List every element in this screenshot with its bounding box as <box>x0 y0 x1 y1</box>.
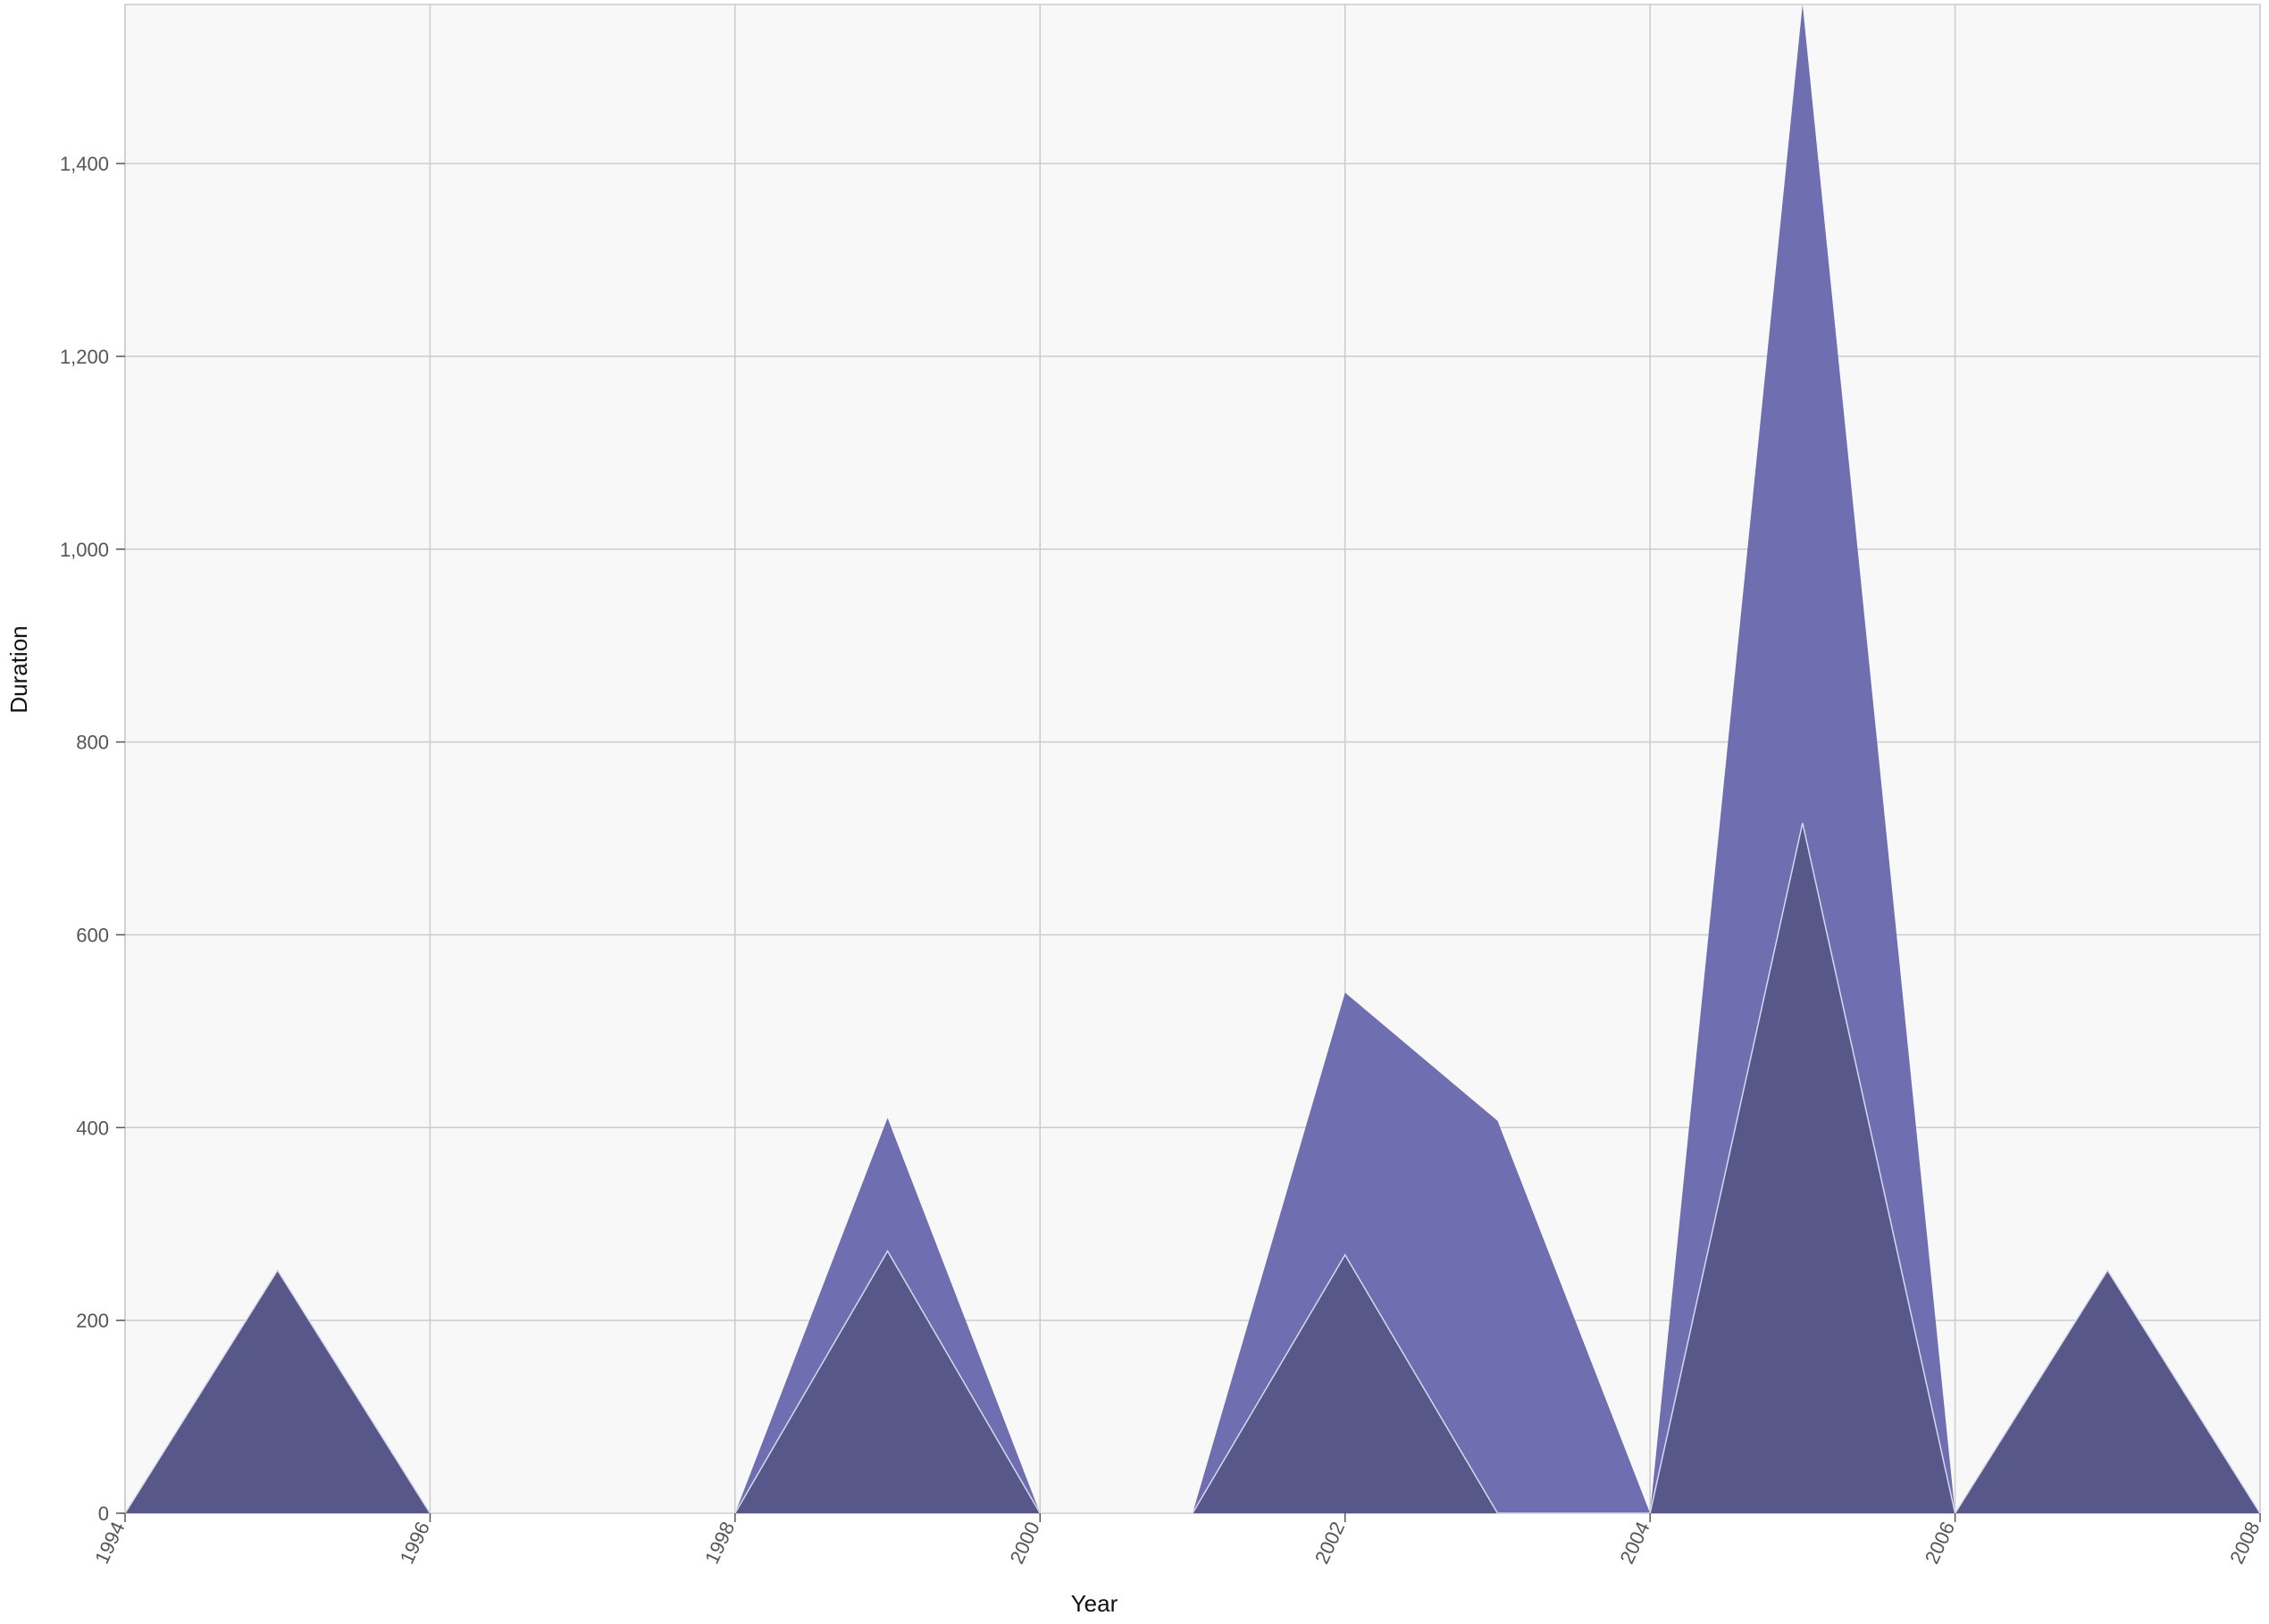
y-tick-label: 200 <box>76 1310 109 1332</box>
x-tick-label: 2004 <box>1615 1519 1654 1568</box>
x-tick-label: 1996 <box>396 1519 434 1568</box>
y-tick-label: 1,400 <box>60 153 109 175</box>
y-tick-label: 1,000 <box>60 539 109 561</box>
y-tick-label: 400 <box>76 1117 109 1139</box>
x-axis-title: Year <box>1071 1590 1118 1617</box>
y-axis-ticks: 0 200 400 600 800 1,000 1,200 1,400 <box>60 153 125 1525</box>
x-tick-label: 1994 <box>90 1519 129 1568</box>
area-series-2 <box>125 4 2260 1513</box>
x-tick-label: 2002 <box>1310 1519 1349 1568</box>
x-axis-ticks: 1994 1996 1998 2000 2002 2004 2006 2008 <box>90 1513 2265 1568</box>
x-tick-label: 2008 <box>2225 1519 2264 1568</box>
x-tick-label: 2000 <box>1005 1519 1043 1568</box>
y-tick-label: 800 <box>76 732 109 754</box>
plot-background <box>124 4 2261 1514</box>
x-tick-label: 1998 <box>700 1519 739 1568</box>
y-tick-label: 0 <box>98 1503 109 1525</box>
y-axis-title: Duration <box>5 625 32 713</box>
y-tick-label: 1,200 <box>60 346 109 368</box>
series-boundary-line <box>124 823 2261 1515</box>
area-series-1 <box>125 823 2260 1513</box>
area-series <box>124 4 2261 1515</box>
y-tick-label: 600 <box>76 924 109 946</box>
x-tick-label: 2006 <box>1921 1519 1959 1568</box>
